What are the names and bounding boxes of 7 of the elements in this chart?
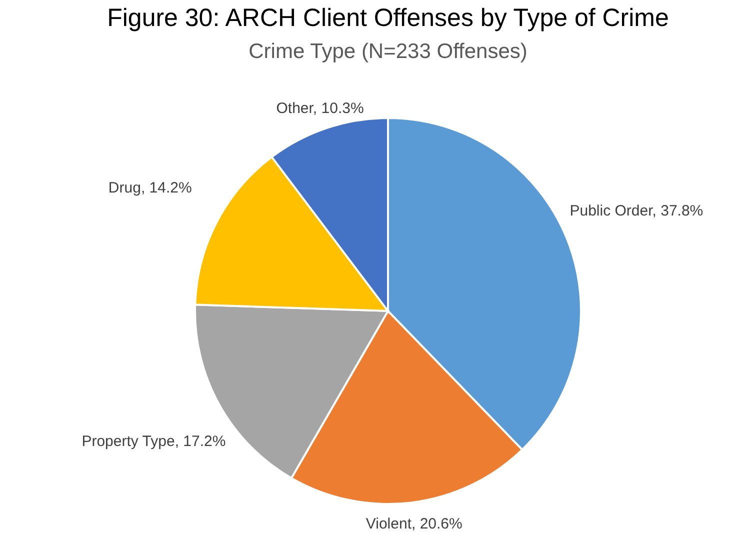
slice-label: Drug, 14.2% xyxy=(108,180,192,197)
slice-label: Public Order, 37.8% xyxy=(570,202,704,220)
slice-label: Other, 10.3% xyxy=(276,100,364,118)
slice-label: Property Type, 17.2% xyxy=(82,433,226,450)
chart-subtitle: Crime Type (N=233 Offenses) xyxy=(248,40,528,63)
slice-label: Violent, 20.6% xyxy=(366,515,462,532)
chart-title: Figure 30: ARCH Client Offenses by Type of Crime xyxy=(107,4,669,32)
